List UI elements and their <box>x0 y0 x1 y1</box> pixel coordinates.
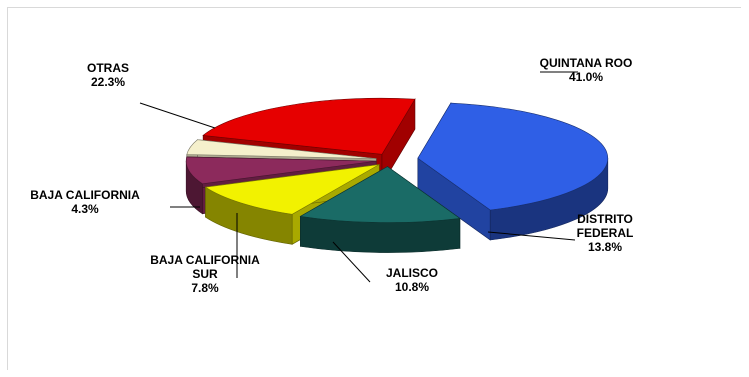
data-label-jalisco: 10.8% <box>395 280 429 294</box>
slice-label-distrito-federal: FEDERAL <box>577 226 634 240</box>
leader-line-distrito-federal <box>487 231 576 241</box>
leader-line-otras <box>139 102 216 129</box>
slice-top <box>202 97 416 155</box>
slice-label-otras: OTRAS <box>87 61 129 75</box>
data-label-quintana-roo: 41.0% <box>569 70 603 84</box>
slice-label-baja-california: BAJA CALIFORNIA <box>30 188 140 202</box>
slice-top <box>204 164 380 215</box>
slice-label-quintana-roo: QUINTANA ROO <box>540 56 633 70</box>
data-label-distrito-federal: 13.8% <box>588 240 622 254</box>
slice-label-baja-california-sur: SUR <box>192 267 218 281</box>
slice-top <box>185 156 377 185</box>
slice-label-distrito-federal: DISTRITO <box>577 212 633 226</box>
slice-label-jalisco: JALISCO <box>386 266 438 280</box>
slice-quintana-roo <box>417 101 609 241</box>
slice-label-baja-california-sur: BAJA CALIFORNIA <box>150 253 260 267</box>
slice-top <box>186 139 377 159</box>
data-label-baja-california-sur: 7.8% <box>191 281 219 295</box>
chart-frame <box>7 7 741 370</box>
slice-top <box>417 102 609 211</box>
data-label-otras: 22.3% <box>91 75 125 89</box>
leader-line-jalisco <box>332 241 371 283</box>
slice-distrito-federal <box>299 166 461 253</box>
data-label-baja-california: 4.3% <box>71 202 99 216</box>
slice-top <box>299 166 461 223</box>
